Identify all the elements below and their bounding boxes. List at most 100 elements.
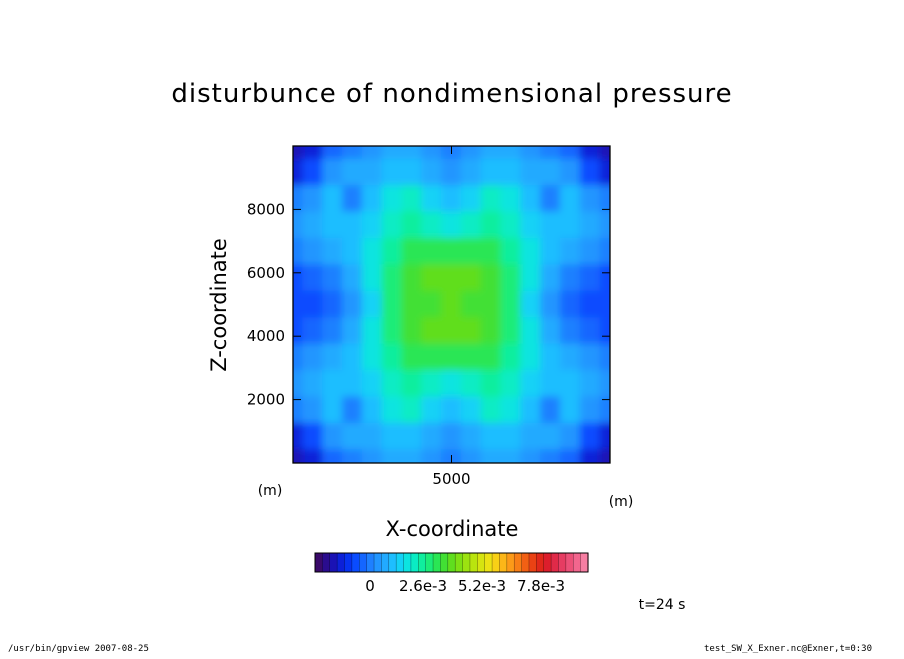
heatmap-cell xyxy=(540,317,561,345)
heatmap-cell xyxy=(342,449,363,463)
heatmap-cell xyxy=(559,449,581,463)
heatmap-cell xyxy=(401,185,423,213)
heatmap-cell xyxy=(500,396,522,424)
heatmap-cell xyxy=(361,211,383,239)
heatmap-cell xyxy=(293,185,304,213)
heatmap-cell xyxy=(302,343,324,372)
heatmap-cell xyxy=(302,264,324,292)
heatmap-cell xyxy=(460,370,482,398)
heatmap-cell xyxy=(500,449,522,463)
heatmap-cell xyxy=(480,422,502,451)
heatmap-cell xyxy=(500,185,522,213)
heatmap-cell xyxy=(293,449,304,463)
heatmap-cell xyxy=(460,158,482,187)
heatmap-cell xyxy=(322,422,344,451)
heatmap-cell xyxy=(421,211,443,239)
heatmap-cell xyxy=(322,264,344,292)
heatmap-cell xyxy=(401,237,423,266)
heatmap-cell xyxy=(540,185,561,213)
heatmap-cell xyxy=(421,185,443,213)
heatmap-cell xyxy=(579,449,601,463)
chart-title: disturbunce of nondimensional pressure xyxy=(171,79,732,109)
heatmap-cell xyxy=(322,290,344,319)
heatmap-cell xyxy=(480,317,502,345)
heatmap-cell xyxy=(441,185,462,213)
heatmap-cell xyxy=(302,185,324,213)
heatmap-cell xyxy=(322,146,344,160)
heatmap-cell xyxy=(302,396,324,424)
heatmap-cell xyxy=(421,146,443,160)
colorbar-swatch xyxy=(381,553,390,572)
heatmap-cell xyxy=(293,211,304,239)
x-axis-title: X-coordinate xyxy=(386,517,519,541)
heatmap-cell xyxy=(381,370,403,398)
colorbar-label: 0 xyxy=(365,577,375,595)
heatmap-cell xyxy=(480,158,502,187)
heatmap-cell xyxy=(540,449,561,463)
heatmap-cell xyxy=(401,158,423,187)
heatmap-cell xyxy=(421,158,443,187)
colorbar-swatch xyxy=(565,553,574,572)
colorbar-swatch xyxy=(359,553,368,572)
heatmap-cell xyxy=(401,211,423,239)
heatmap-cell xyxy=(579,237,601,266)
colorbar-swatch xyxy=(388,553,397,572)
heatmap-cell xyxy=(322,343,344,372)
heatmap-cell xyxy=(579,158,601,187)
heatmap-cell xyxy=(540,264,561,292)
heatmap-cell xyxy=(361,290,383,319)
heatmap-cell xyxy=(361,422,383,451)
heatmap-cell xyxy=(480,211,502,239)
colorbar-swatch xyxy=(462,553,471,572)
heatmap-cell xyxy=(342,396,363,424)
heatmap-cell xyxy=(540,146,561,160)
colorbar-swatch xyxy=(322,553,331,572)
heatmap-cell xyxy=(579,396,601,424)
heatmap-cell xyxy=(381,422,403,451)
heatmap-cell xyxy=(421,343,443,372)
heatmap-cell xyxy=(361,343,383,372)
heatmap-cell xyxy=(599,449,610,463)
colorbar-swatch xyxy=(551,553,560,572)
colorbar-swatch xyxy=(521,553,530,572)
colorbar-swatch xyxy=(351,553,360,572)
heatmap-cell xyxy=(500,146,522,160)
heatmap-cell xyxy=(480,396,502,424)
colorbar-swatch xyxy=(492,553,501,572)
time-label: t=24 s xyxy=(639,597,686,613)
heatmap-cell xyxy=(599,422,610,451)
colorbar-swatch xyxy=(425,553,434,572)
axis-ticks: 2000 4000 6000 8000 5000 xyxy=(247,146,610,488)
heatmap-cell xyxy=(540,370,561,398)
heatmap-cell xyxy=(293,422,304,451)
x-axis-unit: (m) xyxy=(609,494,634,510)
heatmap-cell xyxy=(302,449,324,463)
heatmap-cell xyxy=(342,422,363,451)
heatmap-cell xyxy=(342,237,363,266)
heatmap-cell xyxy=(293,343,304,372)
plot-area: 2000 4000 6000 8000 5000 xyxy=(247,145,611,488)
heatmap-cell xyxy=(361,449,383,463)
colorbar-swatch xyxy=(403,553,412,572)
y-tick-label: 6000 xyxy=(247,264,285,282)
colorbar-cells xyxy=(315,553,589,572)
heatmap-cell xyxy=(342,264,363,292)
colorbar-swatch xyxy=(344,553,353,572)
colorbar-swatch xyxy=(374,553,383,572)
heatmap-cell xyxy=(579,370,601,398)
heatmap-cell xyxy=(579,422,601,451)
heatmap-cell xyxy=(401,343,423,372)
heatmap-cell xyxy=(460,396,482,424)
heatmap-cell xyxy=(500,290,522,319)
y-tick-label: 8000 xyxy=(247,200,285,218)
heatmap-cell xyxy=(480,237,502,266)
colorbar-swatch xyxy=(580,553,589,572)
heatmap-cell xyxy=(460,237,482,266)
heatmap-cell xyxy=(322,158,344,187)
heatmap-cell xyxy=(460,290,482,319)
x-tick-label: 5000 xyxy=(432,470,470,488)
heatmap-cell xyxy=(520,422,542,451)
heatmap-cell xyxy=(559,290,581,319)
heatmap-cell xyxy=(381,449,403,463)
